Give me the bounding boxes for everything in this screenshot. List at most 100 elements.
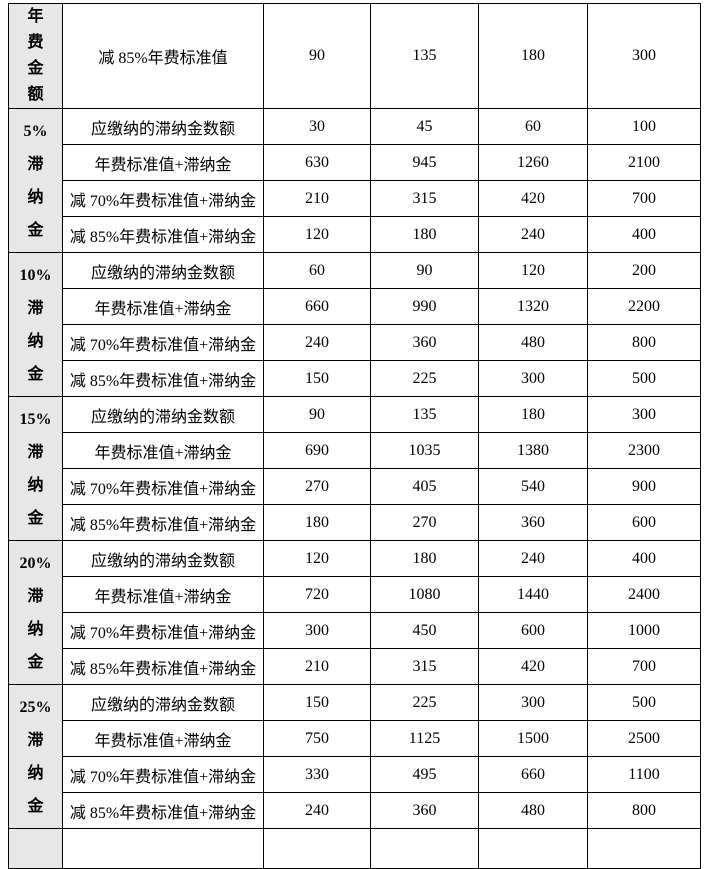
value-cell: 210 [263, 648, 371, 685]
value-cell: 30 [263, 108, 371, 145]
row-label-cell: 减 85%年费标准值+滞纳金 [62, 792, 264, 829]
table-row: 减 70%年费标准值+滞纳金 300 450 600 1000 [9, 612, 701, 649]
late-fee-table: 年 费 金 额减 85%年费标准值 90 135 180 300 5% 滞 纳 金应缴纳的… [8, 3, 701, 869]
value-cell [478, 828, 588, 869]
value-cell: 2400 [587, 576, 701, 613]
value-cell: 1320 [478, 288, 588, 325]
partial-row [8, 828, 701, 869]
value-cell: 420 [478, 648, 588, 685]
value-cell: 330 [263, 756, 371, 793]
value-cell: 480 [478, 792, 588, 829]
value-cell: 600 [587, 504, 701, 541]
table-row: 5% 滞 纳 金应缴纳的滞纳金数额 30 45 60 100 [8, 108, 701, 253]
value-cell: 360 [478, 504, 588, 541]
table-row: 年费标准值+滞纳金 660 990 1320 2200 [9, 288, 701, 325]
value-cell: 90 [370, 252, 479, 289]
row-label-cell: 年费标准值+滞纳金 [62, 720, 264, 757]
value-cell: 720 [263, 576, 371, 613]
value-cell: 450 [370, 612, 479, 649]
value-cell: 180 [370, 216, 479, 253]
value-cell: 1440 [478, 576, 588, 613]
row-label-cell: 减 85%年费标准值 [62, 3, 264, 109]
value-cell: 420 [478, 180, 588, 217]
value-cell: 1380 [478, 432, 588, 469]
table-row: 25% 滞 纳 金应缴纳的滞纳金数额 150 225 300 500 [8, 684, 701, 829]
row-label-cell: 年费标准值+滞纳金 [62, 144, 264, 181]
value-cell: 180 [478, 396, 588, 433]
table-row: 减 85%年费标准值+滞纳金 180 270 360 600 [9, 504, 701, 541]
table-row: 减 85%年费标准值+滞纳金 120 180 240 400 [9, 216, 701, 253]
value-cell: 2300 [587, 432, 701, 469]
group-label-cell: 年 费 金 额 [8, 3, 63, 109]
table-row: 年费标准值+滞纳金 690 1035 1380 2300 [9, 432, 701, 469]
value-cell: 405 [370, 468, 479, 505]
value-cell: 300 [587, 3, 701, 109]
table-row: 年费标准值+滞纳金 750 1125 1500 2500 [9, 720, 701, 757]
value-cell: 750 [263, 720, 371, 757]
value-cell: 945 [370, 144, 479, 181]
table-row: 20% 滞 纳 金应缴纳的滞纳金数额 120 180 240 400 [8, 540, 701, 685]
group-label-cell: 5% 滞 纳 金 [8, 108, 63, 253]
value-cell: 360 [370, 792, 479, 829]
table-row: 年费标准值+滞纳金 720 1080 1440 2400 [9, 576, 701, 613]
value-cell: 400 [587, 540, 701, 577]
row-label-cell: 年费标准值+滞纳金 [62, 288, 264, 325]
table-row: 减 85%年费标准值+滞纳金 240 360 480 800 [9, 792, 701, 829]
value-cell [263, 828, 371, 869]
value-cell: 240 [263, 792, 371, 829]
value-cell: 2500 [587, 720, 701, 757]
value-cell: 1080 [370, 576, 479, 613]
row-label-cell: 减 70%年费标准值+滞纳金 [62, 324, 264, 361]
value-cell: 660 [263, 288, 371, 325]
value-cell: 225 [370, 684, 479, 721]
late-fee-table-body: 年 费 金 额减 85%年费标准值 90 135 180 300 5% 滞 纳 金应缴纳的… [8, 3, 701, 869]
value-cell: 150 [263, 684, 371, 721]
value-cell: 800 [587, 792, 701, 829]
group-label-cell: 20% 滞 纳 金 [8, 540, 63, 685]
row-label-cell: 年费标准值+滞纳金 [62, 576, 264, 613]
value-cell: 2200 [587, 288, 701, 325]
value-cell: 60 [263, 252, 371, 289]
value-cell: 360 [370, 324, 479, 361]
value-cell: 240 [263, 324, 371, 361]
value-cell: 300 [587, 396, 701, 433]
table-row: 减 85%年费标准值+滞纳金 150 225 300 500 [9, 360, 701, 397]
table-row: 减 70%年费标准值+滞纳金 330 495 660 1100 [9, 756, 701, 793]
value-cell: 120 [478, 252, 588, 289]
table-row: 减 70%年费标准值+滞纳金 240 360 480 800 [9, 324, 701, 361]
value-cell: 900 [587, 468, 701, 505]
value-cell: 210 [263, 180, 371, 217]
value-cell: 300 [478, 684, 588, 721]
value-cell: 180 [263, 504, 371, 541]
value-cell: 500 [587, 360, 701, 397]
value-cell: 300 [478, 360, 588, 397]
value-cell: 180 [370, 540, 479, 577]
value-cell: 1100 [587, 756, 701, 793]
value-cell: 1500 [478, 720, 588, 757]
row-label-cell: 减 85%年费标准值+滞纳金 [62, 216, 264, 253]
value-cell [370, 828, 479, 869]
value-cell: 1035 [370, 432, 479, 469]
group-label-cell: 15% 滞 纳 金 [8, 396, 63, 541]
value-cell: 690 [263, 432, 371, 469]
value-cell: 120 [263, 216, 371, 253]
value-cell: 270 [370, 504, 479, 541]
row-label-cell: 减 85%年费标准值+滞纳金 [62, 648, 264, 685]
row-label-cell: 年费标准值+滞纳金 [62, 432, 264, 469]
row-label-cell: 应缴纳的滞纳金数额 [62, 108, 264, 145]
value-cell: 480 [478, 324, 588, 361]
value-cell: 100 [587, 108, 701, 145]
value-cell: 600 [478, 612, 588, 649]
value-cell: 1125 [370, 720, 479, 757]
value-cell: 700 [587, 180, 701, 217]
value-cell: 270 [263, 468, 371, 505]
row-label-cell: 应缴纳的滞纳金数额 [62, 540, 264, 577]
value-cell: 800 [587, 324, 701, 361]
group-label-cell: 10% 滞 纳 金 [8, 252, 63, 397]
table-row: 年 费 金 额减 85%年费标准值 90 135 180 300 [8, 3, 701, 109]
value-cell: 135 [370, 396, 479, 433]
value-cell: 2100 [587, 144, 701, 181]
value-cell: 630 [263, 144, 371, 181]
table-row: 10% 滞 纳 金应缴纳的滞纳金数额 60 90 120 200 [8, 252, 701, 397]
group-label-cell: 25% 滞 纳 金 [8, 684, 63, 829]
